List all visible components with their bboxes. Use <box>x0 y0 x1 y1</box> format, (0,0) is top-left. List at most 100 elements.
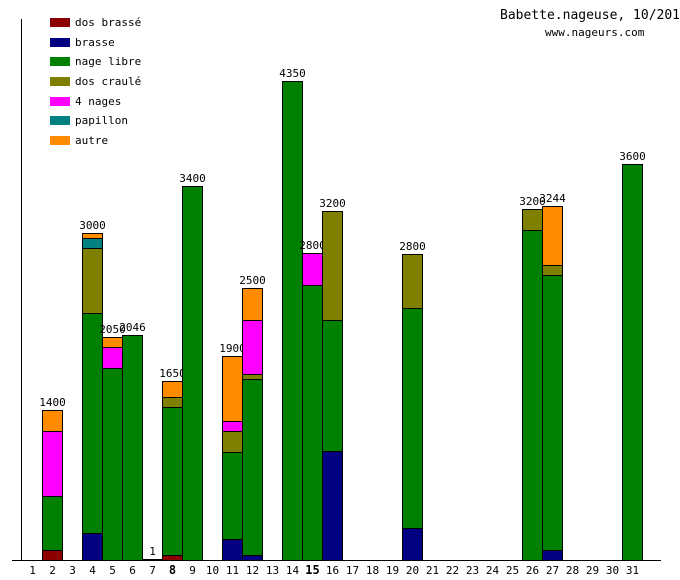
bar-value-label-day-11: 1900 <box>219 342 246 355</box>
papillon-swatch <box>50 116 70 126</box>
legend-label: dos craulé <box>75 75 142 89</box>
bar-value-label-day-16: 3200 <box>319 197 346 210</box>
bar-day-27 <box>542 206 563 561</box>
bar-segment-nage_libre <box>182 186 203 561</box>
x-tick-label-22: 22 <box>445 564 460 577</box>
bar-segment-autre <box>162 381 183 398</box>
bar-segment-dos_craule <box>402 254 423 309</box>
bar-value-label-day-6: 2046 <box>119 321 146 334</box>
bar-segment-autre <box>542 206 563 266</box>
x-tick-label-6: 6 <box>129 564 136 577</box>
x-tick-label-19: 19 <box>385 564 400 577</box>
bar-segment-dos_craule <box>82 248 103 314</box>
bar-day-9 <box>182 186 203 561</box>
x-tick-label-24: 24 <box>485 564 500 577</box>
bar-segment-nage_libre <box>42 496 63 551</box>
chart-title: Babette.nageuse, 10/201 <box>500 8 680 23</box>
bar-value-label-day-20: 2800 <box>399 240 426 253</box>
bar-segment-dos_brasse <box>162 555 183 561</box>
bar-day-16 <box>322 211 343 561</box>
x-tick-label-12: 12 <box>245 564 260 577</box>
autre-swatch <box>50 135 70 145</box>
x-tick-label-4: 4 <box>89 564 96 577</box>
bar-segment-quatre_nages <box>242 320 263 375</box>
brasse-swatch <box>50 37 70 47</box>
bar-segment-brasse <box>222 539 243 561</box>
bar-segment-quatre_nages <box>42 431 63 497</box>
bar-segment-nage_libre <box>322 320 343 452</box>
bar-value-label-day-12: 2500 <box>239 274 266 287</box>
legend-label: papillon <box>75 114 128 128</box>
x-tick-label-25: 25 <box>505 564 520 577</box>
dos_brasse-swatch <box>50 18 70 28</box>
bar-value-label-day-2: 1400 <box>39 396 66 409</box>
x-tick-label-23: 23 <box>465 564 480 577</box>
bar-segment-nage_libre <box>222 452 243 540</box>
bar-value-label-day-4: 3000 <box>79 219 106 232</box>
bar-segment-dos_craule <box>522 209 543 231</box>
legend-item-dos_brasse: dos brassé <box>50 13 141 33</box>
bar-day-11 <box>222 356 243 561</box>
x-tick-label-3: 3 <box>69 564 76 577</box>
legend-label: dos brassé <box>75 16 142 30</box>
quatre_nages-swatch <box>50 96 70 106</box>
legend-item-autre: autre <box>50 131 141 151</box>
x-tick-label-31: 31 <box>625 564 640 577</box>
x-tick-label-27: 27 <box>545 564 560 577</box>
x-tick-label-29: 29 <box>585 564 600 577</box>
x-tick-label-21: 21 <box>425 564 440 577</box>
bar-segment-brasse <box>82 533 103 561</box>
bar-segment-brasse <box>242 555 263 561</box>
bar-segment-autre <box>222 356 243 422</box>
bar-segment-dos_craule <box>322 211 343 321</box>
bar-segment-nage_libre <box>102 368 123 561</box>
bar-segment-dos_craule <box>222 431 243 453</box>
legend-label: autre <box>75 133 109 147</box>
x-tick-label-20: 20 <box>405 564 420 577</box>
x-tick-label-5: 5 <box>109 564 116 577</box>
x-tick-label-13: 13 <box>265 564 280 577</box>
bar-segment-autre <box>142 559 163 561</box>
bar-day-26 <box>522 209 543 561</box>
y-axis-line <box>21 19 22 561</box>
bar-segment-autre <box>42 410 63 432</box>
bar-segment-dos_brasse <box>42 550 63 561</box>
bar-segment-nage_libre <box>542 275 563 551</box>
x-tick-label-9: 9 <box>189 564 196 577</box>
bar-value-label-day-14: 4350 <box>279 67 306 80</box>
legend-label: nage libre <box>75 55 142 69</box>
x-tick-label-16: 16 <box>325 564 340 577</box>
x-tick-label-2: 2 <box>49 564 56 577</box>
bar-day-31 <box>622 164 643 561</box>
bar-day-7 <box>142 559 163 561</box>
bar-segment-nage_libre <box>282 81 303 561</box>
legend-item-dos_craule: dos craulé <box>50 72 141 92</box>
bar-day-2 <box>42 410 63 561</box>
legend-label: 4 nages <box>75 94 122 108</box>
x-tick-label-8: 8 <box>168 563 177 577</box>
dos_craule-swatch <box>50 77 70 87</box>
x-tick-label-14: 14 <box>285 564 300 577</box>
legend: dos brassé brasse nage libre dos craulé 4 na… <box>50 13 141 150</box>
bar-segment-nage_libre <box>82 313 103 534</box>
legend-item-papillon: papillon <box>50 111 141 131</box>
bar-segment-nage_libre <box>162 407 183 556</box>
bar-day-12 <box>242 288 263 561</box>
bar-day-6 <box>122 335 143 561</box>
legend-item-brasse: brasse <box>50 33 141 53</box>
bar-segment-quatre_nages <box>302 253 323 286</box>
x-tick-label-17: 17 <box>345 564 360 577</box>
bar-day-8 <box>162 381 183 561</box>
x-tick-label-15: 15 <box>305 563 320 577</box>
bar-day-14 <box>282 81 303 561</box>
x-tick-label-1: 1 <box>29 564 36 577</box>
x-tick-label-26: 26 <box>525 564 540 577</box>
x-tick-label-10: 10 <box>205 564 220 577</box>
bar-day-4 <box>82 233 103 561</box>
bar-value-label-day-27: 3244 <box>539 192 566 205</box>
bar-segment-nage_libre <box>402 308 423 529</box>
x-tick-label-7: 7 <box>149 564 156 577</box>
x-tick-label-28: 28 <box>565 564 580 577</box>
bar-value-label-day-5: 2050 <box>99 323 126 336</box>
